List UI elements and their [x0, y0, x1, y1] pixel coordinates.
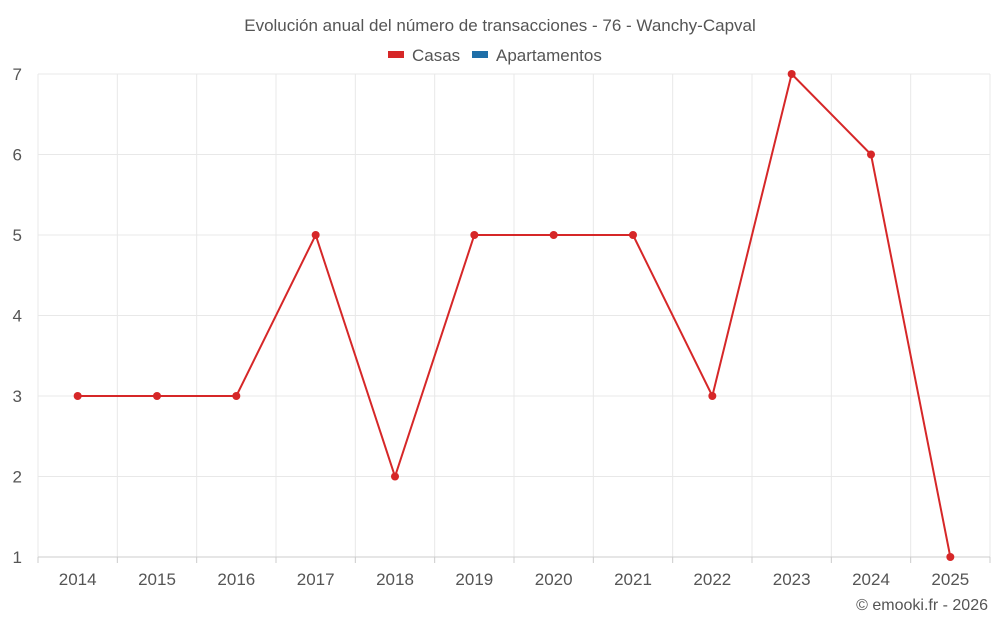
data-point-casas[interactable]: [73, 392, 82, 400]
chart-title: Evolución anual del número de transaccio…: [244, 16, 756, 35]
data-point-casas[interactable]: [153, 392, 161, 400]
data-point-casas[interactable]: [549, 231, 558, 239]
legend: Casas Apartamentos: [388, 46, 602, 65]
series-layer: [73, 70, 955, 561]
y-tick-label: 3: [13, 387, 22, 406]
x-tick-label: 2025: [931, 570, 969, 589]
legend-label-apartamentos[interactable]: Apartamentos: [496, 46, 602, 65]
legend-swatch-casas[interactable]: [388, 51, 404, 58]
x-tick-label: 2020: [535, 570, 573, 589]
data-point-casas[interactable]: [232, 392, 241, 400]
x-tick-label: 2015: [138, 570, 176, 589]
legend-swatch-apartamentos[interactable]: [472, 51, 488, 58]
series-line-casas: [77, 72, 952, 558]
data-point-casas[interactable]: [867, 150, 875, 159]
x-tick-label: 2023: [773, 570, 811, 589]
data-point-casas[interactable]: [470, 231, 479, 239]
x-tick-label: 2021: [614, 570, 652, 589]
x-tick-label: 2018: [376, 570, 414, 589]
data-point-casas[interactable]: [391, 472, 399, 481]
grid: [37, 73, 991, 563]
data-point-casas[interactable]: [708, 392, 717, 400]
y-tick-label: 2: [13, 468, 22, 487]
x-tick-label: 2014: [59, 570, 97, 589]
data-point-casas[interactable]: [311, 231, 320, 239]
y-axis: 1 2 3 4 5 6 7: [13, 65, 22, 567]
credit-text: © emooki.fr - 2026: [856, 597, 988, 614]
y-tick-label: 4: [13, 307, 22, 326]
x-tick-label: 2017: [297, 570, 335, 589]
y-tick-label: 6: [13, 146, 22, 165]
data-point-casas[interactable]: [946, 553, 955, 561]
x-tick-label: 2022: [693, 570, 731, 589]
legend-label-casas[interactable]: Casas: [412, 46, 460, 65]
data-point-casas[interactable]: [787, 70, 796, 78]
x-tick-label: 2016: [217, 570, 255, 589]
data-point-casas[interactable]: [629, 231, 637, 239]
x-tick-label: 2024: [852, 570, 890, 589]
x-tick-label: 2019: [455, 570, 493, 589]
x-axis: 2014 2015 2016 2017 2018 2019 2020 2021 2022 2023…: [59, 570, 969, 589]
y-tick-label: 5: [13, 226, 22, 245]
y-tick-label: 7: [13, 65, 22, 84]
y-tick-label: 1: [13, 548, 22, 567]
